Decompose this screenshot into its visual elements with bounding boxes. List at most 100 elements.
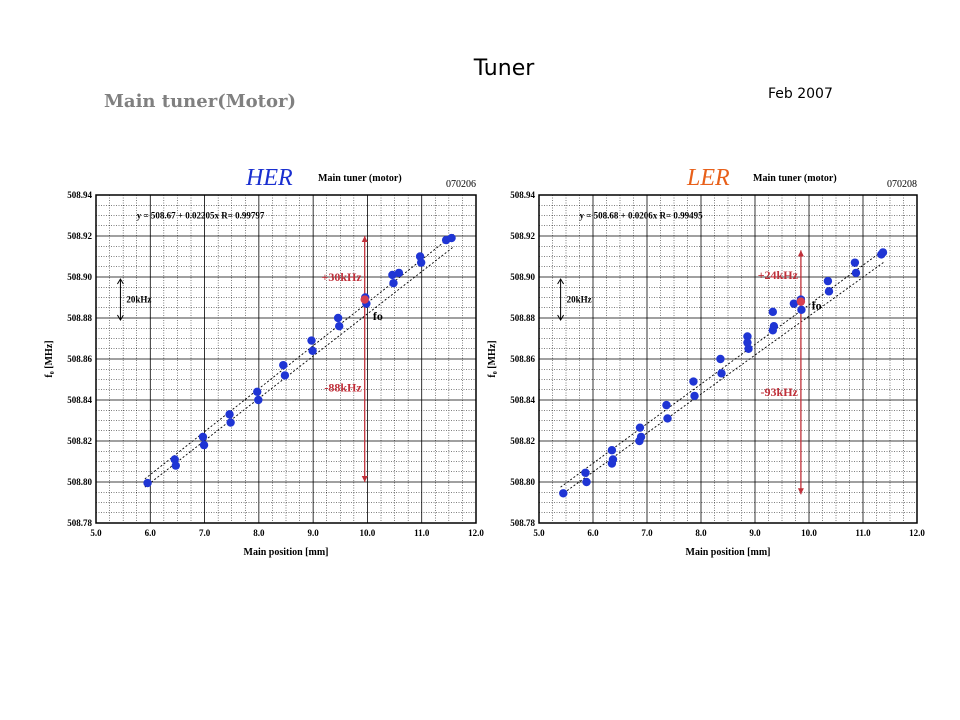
- ler-data-point: [823, 276, 833, 286]
- her-chart-title: Main tuner (motor): [318, 173, 402, 184]
- her-data-point: [171, 461, 180, 470]
- ler-x-tick-label: 10.0: [801, 528, 817, 538]
- her-annotation-minus: -88kHz: [324, 381, 362, 395]
- ler-annotation-plus: +24kHz: [758, 268, 799, 282]
- ler-chart-title: Main tuner (motor): [753, 173, 837, 184]
- ler-data-point: [789, 299, 799, 308]
- ler-span-arrowhead-top: [797, 250, 804, 257]
- ler-x-tick-label: 9.0: [749, 528, 761, 538]
- ler-data-point: [743, 338, 752, 347]
- her-annotation-fo: fo: [373, 309, 383, 323]
- ler-data-point: [663, 414, 672, 423]
- her-x-tick-label: 12.0: [468, 528, 484, 538]
- ler-y-tick-label: 508.94: [510, 190, 535, 200]
- ler-data-point: [797, 305, 806, 314]
- her-y-tick-label: 508.82: [67, 436, 92, 446]
- ler-data-point: [690, 391, 699, 401]
- her-chart-code: 070206: [446, 179, 476, 190]
- her-scale-arrow-bottom: [117, 314, 124, 322]
- her-x-tick-label: 11.0: [414, 528, 430, 538]
- ler-x-tick-label: 6.0: [587, 528, 599, 538]
- her-data-point: [333, 313, 343, 323]
- her-data-point: [279, 360, 288, 370]
- ler-y-tick-label: 508.86: [510, 354, 535, 364]
- her-data-point: [416, 258, 426, 267]
- her-x-tick-label: 7.0: [199, 528, 211, 538]
- her-data-point: [225, 410, 234, 419]
- ler-y-tick-label: 508.84: [510, 395, 535, 405]
- ler-scale-label: 20kHz: [567, 295, 592, 305]
- her-x-tick-label: 5.0: [90, 528, 102, 538]
- ler-fo-point: [796, 297, 806, 306]
- ler-data-point: [768, 307, 778, 317]
- her-y-tick-label: 508.86: [67, 354, 92, 364]
- ler-fit-equation: y = 508.68 + 0.0206x R= 0.99495: [580, 211, 704, 221]
- her-data-point: [226, 418, 235, 427]
- her-fo-point: [360, 295, 369, 304]
- her-span-arrowhead-top: [361, 236, 368, 242]
- ler-y-tick-label: 508.78: [510, 518, 535, 528]
- ler-data-point: [635, 436, 644, 446]
- slide-date: Feb 2007: [768, 86, 833, 102]
- her-fit-equation: y = 508.67 + 0.02205x R= 0.99797: [137, 211, 265, 221]
- ler-data-point: [717, 369, 726, 378]
- her-data-point: [307, 336, 316, 345]
- ler-data-point: [743, 332, 752, 341]
- her-x-tick-label: 10.0: [360, 528, 376, 538]
- ler-ring-label: LER: [686, 165, 730, 191]
- ler-data-point: [768, 326, 778, 335]
- her-data-point: [389, 278, 398, 288]
- ler-scale-arrow-bottom: [557, 314, 565, 322]
- her-y-tick-label: 508.90: [67, 272, 92, 282]
- her-data-point: [394, 268, 404, 278]
- ler-x-tick-label: 11.0: [855, 528, 871, 538]
- her-span-arrowhead-bottom: [361, 476, 368, 482]
- ler-y-axis-label: f₀ [MHz]: [487, 340, 498, 377]
- her-data-point: [253, 387, 262, 396]
- her-data-point: [447, 233, 456, 243]
- ler-y-tick-label: 508.90: [510, 272, 535, 282]
- her-y-tick-label: 508.88: [67, 313, 92, 323]
- her-data-point: [143, 478, 152, 488]
- ler-span-arrowhead-bottom: [797, 488, 804, 495]
- ler-data-point: [851, 268, 861, 278]
- ler-data-point: [635, 423, 645, 432]
- her-data-point: [388, 270, 397, 280]
- slide-title: Tuner: [473, 56, 535, 81]
- her-y-tick-label: 508.84: [67, 395, 92, 405]
- ler-data-point: [582, 477, 591, 487]
- ler-data-point: [581, 468, 590, 477]
- ler-x-axis-label: Main position [mm]: [686, 547, 771, 558]
- ler-data-point: [824, 287, 834, 296]
- her-data-point: [335, 322, 344, 331]
- her-band-lower: [144, 245, 455, 488]
- her-scale-label: 20kHz: [126, 295, 151, 305]
- ler-data-point: [662, 400, 671, 410]
- ler-annotation-minus: -93kHz: [761, 385, 799, 399]
- ler-data-point: [878, 248, 888, 257]
- ler-data-point: [689, 377, 698, 386]
- ler-data-point: [850, 258, 860, 267]
- ler-y-tick-label: 508.80: [510, 477, 535, 487]
- her-y-tick-label: 508.92: [67, 231, 92, 241]
- her-y-axis-label: f₀ [MHz]: [44, 340, 55, 377]
- ler-x-tick-label: 7.0: [641, 528, 653, 538]
- her-data-point: [198, 432, 208, 442]
- ler-data-point: [559, 489, 568, 498]
- her-data-point: [280, 371, 290, 380]
- slide-subtitle: Main tuner(Motor): [104, 91, 296, 112]
- ler-x-tick-label: 12.0: [909, 528, 925, 538]
- her-x-tick-label: 6.0: [145, 528, 157, 538]
- her-y-tick-label: 508.94: [67, 190, 92, 200]
- ler-data-point: [716, 354, 725, 364]
- ler-data-point: [607, 459, 617, 468]
- her-annotation-plus: +30kHz: [322, 270, 363, 284]
- her-data-point: [254, 395, 263, 405]
- ler-plot-frame: [538, 194, 918, 524]
- ler-y-tick-label: 508.92: [510, 231, 535, 241]
- her-ring-label: HER: [245, 165, 293, 191]
- her-scale-arrow-top: [117, 278, 124, 285]
- ler-chart-code: 070208: [887, 179, 917, 190]
